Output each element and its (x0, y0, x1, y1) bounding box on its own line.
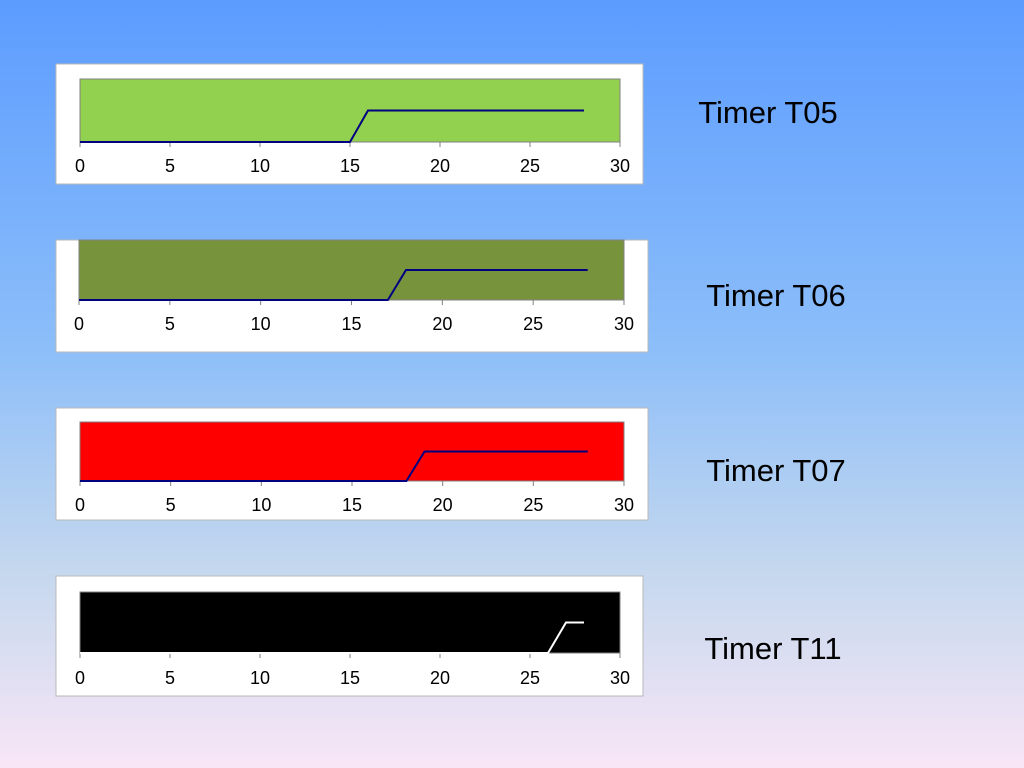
x-tick-label: 25 (520, 156, 540, 176)
x-tick-label: 0 (75, 495, 85, 515)
line (80, 109, 584, 143)
x-tick-label: 20 (432, 314, 452, 334)
x-tick-label: 30 (610, 668, 630, 688)
chart: 0 5 10 15 20 25 30 Timer T11 (55, 575, 842, 697)
timer-label: Timer T06 (706, 278, 846, 313)
line (80, 450, 588, 482)
x-tick-label: 10 (250, 668, 270, 688)
x-tick-label: 10 (251, 314, 271, 334)
x-tick-label: 15 (341, 314, 361, 334)
x-tick-label: 20 (433, 495, 453, 515)
x-tick-label: 30 (614, 495, 634, 515)
x-tick-label: 25 (523, 495, 543, 515)
x-tick-label: 25 (520, 668, 540, 688)
x-tick-label: 0 (75, 156, 85, 176)
line (80, 621, 584, 654)
x-tick-label: 0 (74, 314, 84, 334)
x-tick-label: 25 (523, 314, 543, 334)
timer-label: Timer T07 (706, 453, 846, 488)
timer-label: Timer T05 (698, 95, 838, 130)
x-tick-label: 15 (340, 156, 360, 176)
x-tick-label: 5 (165, 668, 175, 688)
x-tick-label: 30 (614, 314, 634, 334)
x-tick-label: 0 (75, 668, 85, 688)
x-tick-label: 15 (342, 495, 362, 515)
chart: 0 5 10 15 20 25 30 Timer T06 (55, 239, 846, 353)
plot-area (79, 591, 621, 654)
x-tick-label: 10 (250, 156, 270, 176)
x-tick-label: 20 (430, 156, 450, 176)
x-tick-label: 30 (610, 156, 630, 176)
x-tick-label: 15 (340, 668, 360, 688)
x-tick-label: 5 (166, 495, 176, 515)
x-tick-label: 5 (165, 314, 175, 334)
line (79, 269, 588, 301)
chart: 0 5 10 15 20 25 30 Timer T05 (55, 63, 838, 185)
timer-label: Timer T11 (704, 631, 841, 666)
x-tick-label: 5 (165, 156, 175, 176)
x-tick-label: 10 (251, 495, 271, 515)
chart: 0 5 10 15 20 25 30 Timer T07 (55, 407, 846, 521)
x-tick-label: 20 (430, 668, 450, 688)
